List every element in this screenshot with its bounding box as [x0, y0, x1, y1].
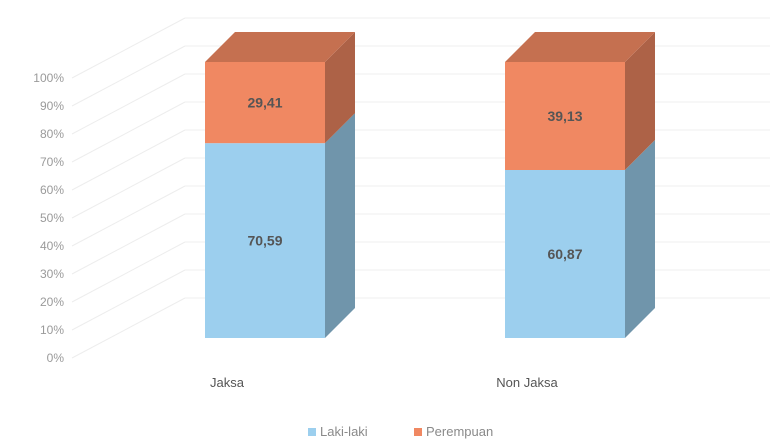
legend-label: Laki-laki	[320, 424, 368, 439]
bar-non-jaksa: 60,87 39,13	[505, 32, 655, 338]
category-label: Non Jaksa	[496, 375, 558, 390]
gridlines	[71, 17, 770, 359]
gridline-left	[71, 129, 186, 191]
y-axis-tick-labels: 0% 10% 20% 30% 40% 50% 60% 70% 80% 90% 100%	[33, 71, 64, 365]
segment-perempuan-side	[325, 32, 355, 144]
y-tick-label: 90%	[40, 99, 64, 113]
legend-swatch	[308, 428, 316, 436]
gridline-left	[71, 45, 186, 107]
segment-perempuan-front	[505, 62, 625, 170]
bars: 70,59 29,41 60,87 39,13	[205, 32, 655, 338]
gridline-left	[71, 185, 186, 247]
y-tick-label: 0%	[47, 351, 65, 365]
y-tick-label: 50%	[40, 211, 64, 225]
y-tick-label: 10%	[40, 323, 64, 337]
gridline-left	[71, 73, 186, 135]
segment-perempuan-front	[205, 62, 325, 144]
segment-laki-laki-front	[505, 169, 625, 338]
data-label: 39,13	[547, 108, 582, 124]
legend-item: Laki-laki	[308, 424, 368, 439]
data-label: 70,59	[247, 233, 282, 249]
category-label: Jaksa	[210, 375, 245, 390]
y-tick-label: 100%	[33, 71, 64, 85]
legend-swatch	[414, 428, 422, 436]
gridline-left	[71, 213, 186, 275]
gridline-left	[71, 297, 186, 359]
segment-perempuan-side	[625, 32, 655, 170]
segment-laki-laki-front	[205, 143, 325, 338]
data-label: 60,87	[547, 246, 582, 262]
y-tick-label: 20%	[40, 295, 64, 309]
gridline-left	[71, 241, 186, 303]
y-tick-label: 70%	[40, 155, 64, 169]
data-label: 29,41	[247, 95, 282, 111]
gridline-left	[71, 269, 186, 331]
gridline-left	[71, 101, 186, 163]
segment-laki-laki-side	[325, 113, 355, 338]
segment-laki-laki-side	[625, 139, 655, 338]
y-tick-label: 40%	[40, 239, 64, 253]
y-tick-label: 80%	[40, 127, 64, 141]
legend-label: Perempuan	[426, 424, 493, 439]
gridline-left	[71, 17, 186, 79]
legend-item: Perempuan	[414, 424, 493, 439]
category-labels: Jaksa Non Jaksa	[210, 375, 558, 390]
legend: Laki-laki Perempuan	[308, 424, 493, 439]
gridline-left	[71, 157, 186, 219]
y-tick-label: 30%	[40, 267, 64, 281]
segment-perempuan-top	[205, 32, 355, 62]
segment-perempuan-top	[505, 32, 655, 62]
bar-jaksa: 70,59 29,41	[205, 32, 355, 338]
y-tick-label: 60%	[40, 183, 64, 197]
